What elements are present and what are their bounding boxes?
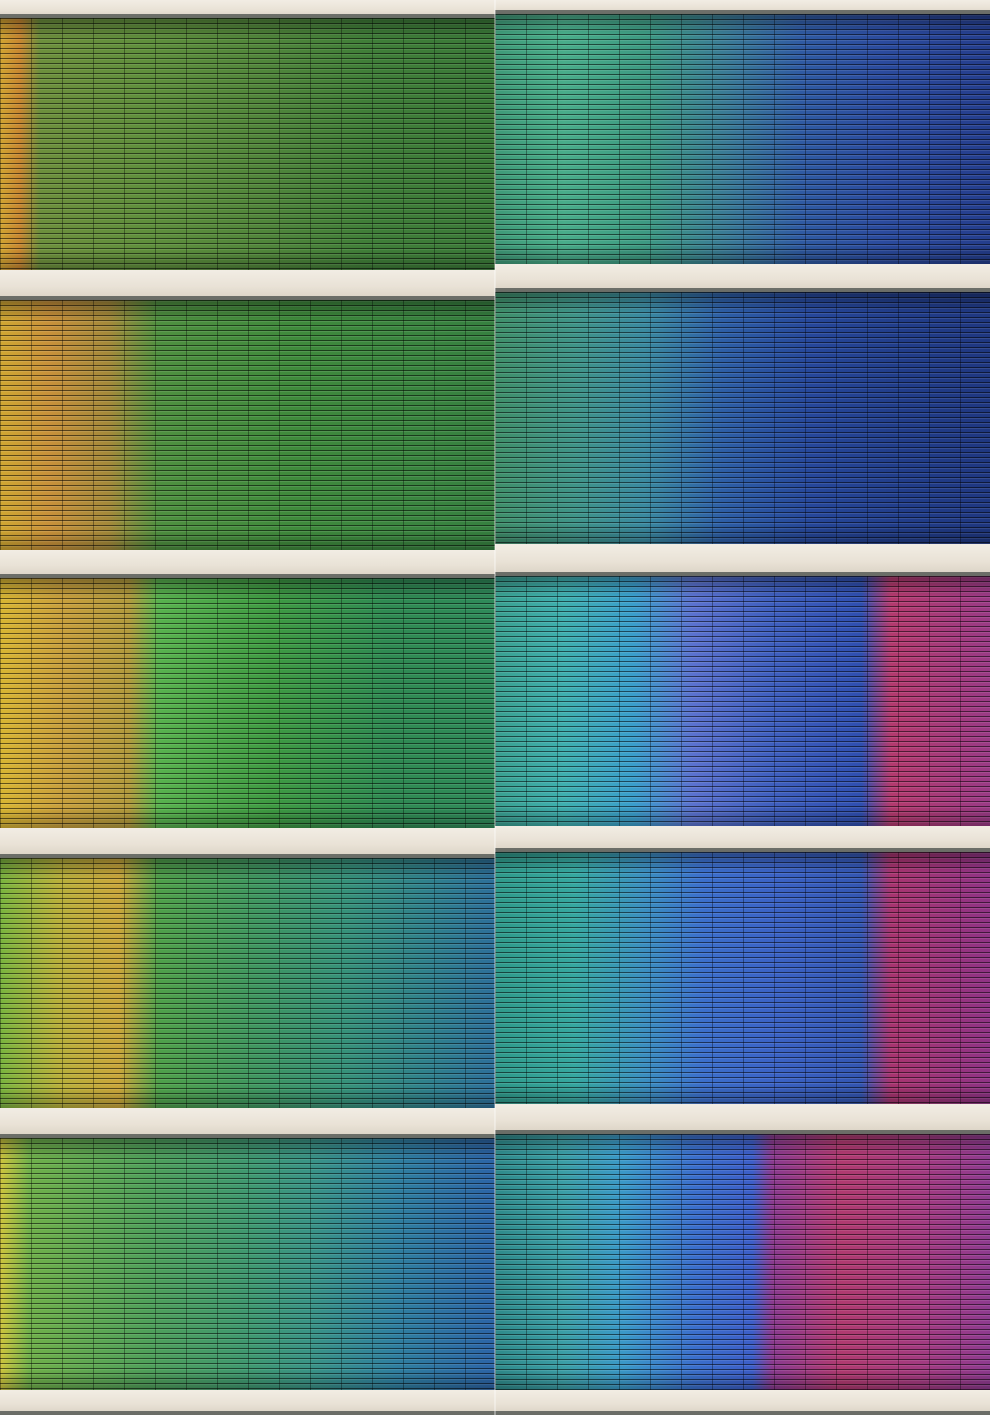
louver-band: [0, 578, 495, 828]
louver-band: [0, 18, 495, 270]
louver-band: [495, 576, 990, 826]
floor-slab: [0, 270, 495, 300]
floor-slab: [495, 826, 990, 852]
louver-band: [495, 14, 990, 264]
louver-band: [495, 852, 990, 1104]
facade-left-half: [0, 0, 495, 1415]
floor-slab: [495, 0, 990, 14]
floor-slab: [495, 544, 990, 576]
louver-band: [495, 1134, 990, 1390]
floor-slab: [0, 828, 495, 858]
louver-band: [0, 1138, 495, 1390]
floor-slab: [0, 1390, 495, 1415]
floor-slab: [0, 0, 495, 18]
floor-slab: [0, 1108, 495, 1138]
floor-slab: [495, 1390, 990, 1415]
louver-band: [495, 292, 990, 544]
floor-slab: [495, 1104, 990, 1134]
image-seam: [494, 0, 496, 1415]
louver-band: [0, 858, 495, 1108]
louver-band: [0, 300, 495, 550]
floor-slab: [0, 550, 495, 578]
facade-right-half: [495, 0, 990, 1415]
floor-slab: [495, 264, 990, 292]
